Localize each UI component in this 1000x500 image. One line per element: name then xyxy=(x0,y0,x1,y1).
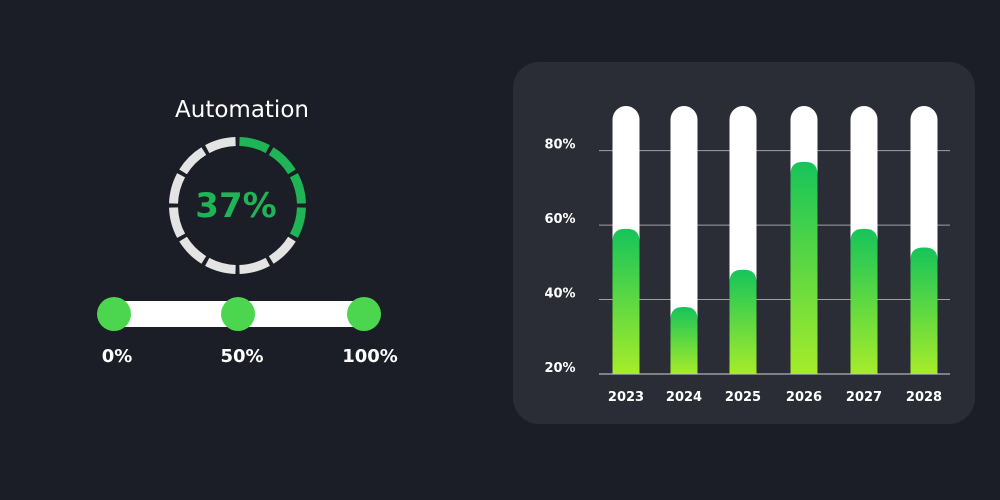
bar-2025 xyxy=(729,269,757,374)
percent-slider[interactable] xyxy=(96,294,386,334)
x-tick-label: 2026 xyxy=(786,390,822,405)
x-tick-label: 2027 xyxy=(846,390,882,405)
ring-segment xyxy=(179,236,207,264)
slider-label-0: 0% xyxy=(101,346,133,367)
ring-segment xyxy=(169,173,186,204)
ring-segment xyxy=(268,236,296,264)
x-tick-label: 2023 xyxy=(608,390,644,405)
gauge-value: 37% xyxy=(195,186,277,226)
bar-2027 xyxy=(850,228,878,374)
bar-2024 xyxy=(670,307,698,374)
ring-segment xyxy=(289,173,306,204)
x-tick-label: 2024 xyxy=(666,390,702,405)
ring-segment xyxy=(239,137,270,154)
ring-segment xyxy=(179,147,207,175)
bar-2026 xyxy=(790,161,818,374)
y-tick-label: 40% xyxy=(544,287,575,302)
slider-label-100: 100% xyxy=(342,346,398,367)
ring-segment xyxy=(205,137,236,154)
bar-track xyxy=(670,106,698,374)
gauge-title: Automation xyxy=(175,97,309,123)
slider-knob-100[interactable] xyxy=(347,297,381,331)
bar-2023 xyxy=(612,228,640,374)
ring-segment xyxy=(169,207,186,238)
y-tick-label: 80% xyxy=(544,138,575,153)
slider-label-50: 50% xyxy=(220,346,264,367)
ring-segment xyxy=(268,147,296,175)
y-tick-label: 60% xyxy=(544,212,575,227)
bar-2028 xyxy=(910,247,938,374)
slider-knob-50[interactable] xyxy=(221,297,255,331)
x-tick-label: 2025 xyxy=(725,390,761,405)
x-tick-label: 2028 xyxy=(906,390,942,405)
bar-chart: 20% 40% 60% 80% 2023 2024 2025 2026 2027 2028 xyxy=(544,106,950,405)
y-tick-label: 20% xyxy=(544,361,575,376)
ring-segment xyxy=(205,257,236,274)
ring-segment xyxy=(289,207,306,238)
ring-segment xyxy=(239,257,270,274)
slider-knob-0[interactable] xyxy=(97,297,131,331)
progress-ring xyxy=(169,137,306,274)
